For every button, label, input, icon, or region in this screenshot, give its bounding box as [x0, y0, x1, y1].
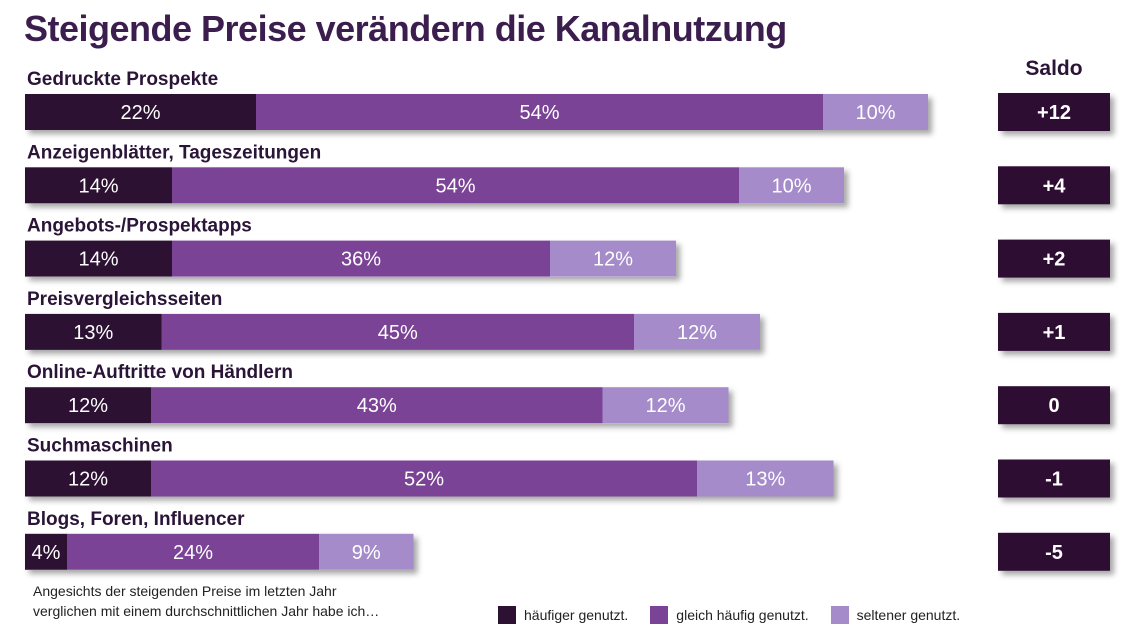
category-label: Preisvergleichsseiten [27, 289, 222, 310]
bar-segment-same [151, 387, 603, 424]
data-label-more: 22% [120, 102, 160, 124]
saldo-box [998, 386, 1110, 425]
legend-item-more: häufiger genutzt. [498, 606, 628, 624]
bar-segment-more [25, 313, 162, 350]
data-label-more: 13% [73, 322, 113, 344]
data-label-more: 14% [78, 175, 118, 197]
bar-segment-less [550, 240, 676, 277]
bar-segment-more [25, 94, 256, 130]
saldo-value: -5 [1045, 542, 1063, 564]
data-label-same: 54% [435, 175, 475, 197]
data-label-less: 12% [677, 322, 717, 344]
data-label-same: 45% [378, 322, 418, 344]
saldo-box [998, 239, 1110, 278]
data-label-more: 12% [68, 469, 108, 491]
bar-segment-same [161, 313, 634, 350]
legend: häufiger genutzt. gleich häufig genutzt.… [498, 606, 960, 624]
data-label-more: 12% [68, 395, 108, 417]
legend-label-less: seltener genutzt. [856, 607, 961, 623]
bar-segment-same [67, 533, 319, 570]
bar-segment-more [25, 240, 172, 277]
saldo-box [998, 166, 1110, 205]
saldo-box [998, 312, 1110, 351]
data-label-less: 10% [855, 102, 895, 124]
bar-segment-same [172, 240, 550, 277]
category-label: Gedruckte Prospekte [27, 69, 218, 90]
data-label-less: 13% [745, 469, 785, 491]
bar-segment-less [823, 94, 928, 130]
bar-segment-less [634, 313, 760, 350]
legend-swatch-more [498, 606, 516, 624]
category-label: Angebots-/Prospektapps [27, 216, 252, 237]
saldo-value: +4 [1043, 175, 1067, 197]
data-label-same: 43% [357, 395, 397, 417]
data-label-less: 12% [645, 395, 685, 417]
data-label-same: 52% [404, 469, 444, 491]
chart-note-line-1: Angesichts der steigenden Preise im letz… [33, 583, 337, 599]
bar-segment-less [602, 387, 729, 424]
data-label-less: 12% [593, 249, 633, 271]
bar-segment-more [25, 533, 67, 570]
legend-swatch-same [650, 606, 669, 624]
bar-segment-same [151, 460, 697, 497]
bar-segment-less [319, 533, 414, 570]
saldo-value: -1 [1045, 469, 1063, 491]
chart-note: Angesichts der steigenden Preise im letz… [33, 581, 379, 621]
saldo-value: +2 [1043, 249, 1066, 271]
chart-title: Steigende Preise verändern die Kanalnutz… [24, 8, 787, 49]
legend-item-same: gleich häufig genutzt. [650, 606, 809, 624]
category-label: Suchmaschinen [27, 436, 173, 457]
bar-segment-less [697, 460, 834, 497]
bar-segment-same [256, 94, 823, 130]
saldo-box [998, 459, 1110, 498]
data-label-same: 36% [341, 249, 381, 271]
legend-swatch-less [830, 606, 849, 624]
stacked-bar-chart: Gedruckte Prospekte 22% 54% 10% +12 Anzeigenb… [25, 69, 1110, 571]
data-label-more: 14% [78, 249, 118, 271]
saldo-value: +12 [1037, 102, 1071, 124]
chart-note-line-2: verglichen mit einem durchschnittlichen … [33, 603, 380, 619]
category-label: Blogs, Foren, Influencer [27, 509, 245, 530]
bar-segment-more [25, 460, 151, 497]
saldo-box [998, 532, 1110, 571]
data-label-less: 9% [352, 542, 381, 564]
data-label-same: 24% [173, 542, 213, 564]
bar-segment-less [739, 167, 844, 204]
bar-segment-same [172, 167, 739, 204]
saldo-box [998, 93, 1110, 131]
saldo-value: +1 [1043, 322, 1066, 344]
data-label-more: 4% [32, 542, 61, 564]
saldo-header: Saldo [1025, 57, 1083, 80]
legend-item-less: seltener genutzt. [830, 606, 961, 624]
data-label-less: 10% [771, 175, 811, 197]
data-label-same: 54% [519, 102, 559, 124]
legend-label-more: häufiger genutzt. [524, 607, 629, 623]
bar-segment-more [25, 387, 151, 424]
category-label: Online-Auftritte von Händlern [27, 362, 293, 383]
saldo-value: 0 [1048, 395, 1059, 417]
category-label: Anzeigenblätter, Tageszeitungen [27, 142, 321, 163]
legend-label-same: gleich häufig genutzt. [676, 607, 809, 623]
bar-segment-more [25, 167, 172, 204]
